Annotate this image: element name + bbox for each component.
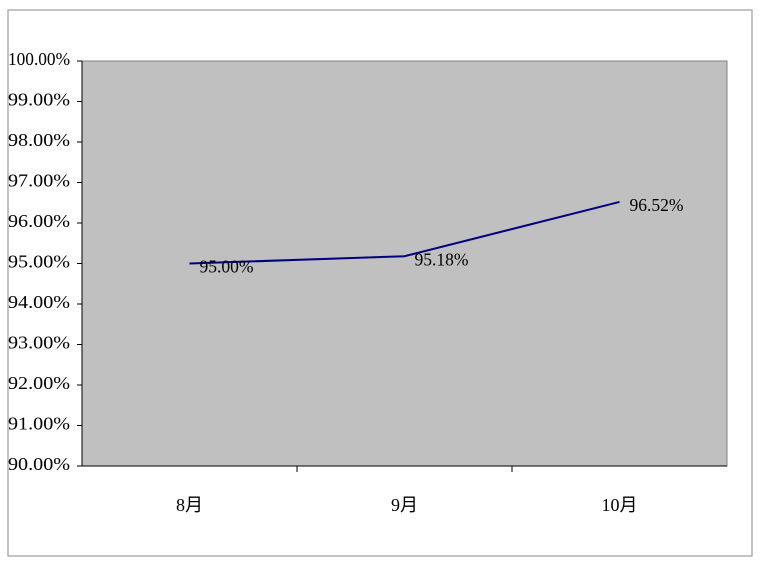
- y-tick-label: 96.00%: [8, 211, 70, 231]
- y-tick-label: 92.00%: [8, 373, 70, 393]
- y-tick-label: 95.00%: [8, 252, 70, 272]
- y-tick-label: 94.00%: [8, 292, 70, 312]
- line: [189, 200, 620, 265]
- y-tick-label: 100.00%: [8, 49, 70, 69]
- x-tick-label: 8月: [176, 495, 203, 515]
- y-tick-label: 98.00%: [8, 130, 70, 150]
- y-tick-label: 99.00%: [8, 90, 70, 110]
- data-label: 96.52%: [630, 195, 684, 215]
- y-tick-label: 90.00%: [8, 454, 70, 474]
- y-tick-label: 97.00%: [8, 171, 70, 191]
- x-tick-label: 10月: [602, 495, 638, 515]
- data-label: 95.00%: [200, 257, 254, 277]
- y-tick-label: 91.00%: [8, 414, 70, 434]
- x-tick-label: 9月: [391, 495, 418, 515]
- data-label: 95.18%: [415, 249, 469, 269]
- y-tick-label: 93.00%: [8, 333, 70, 353]
- plot-area: [81, 60, 728, 467]
